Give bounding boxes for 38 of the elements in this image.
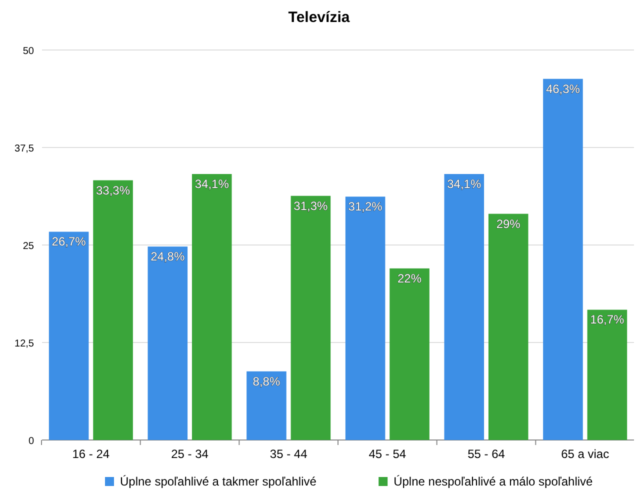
data-label: 31,2% — [348, 200, 383, 214]
data-label: 24,8% — [150, 250, 185, 264]
bar — [148, 246, 188, 440]
bar — [48, 232, 89, 440]
x-tick-label: 55 - 64 — [468, 447, 506, 461]
chart-title: Televízia — [288, 9, 350, 26]
x-tick-label: 16 - 24 — [72, 447, 110, 461]
y-tick-label: 12,5 — [14, 338, 34, 350]
y-tick-label: 0 — [28, 436, 34, 447]
data-label: 34,1% — [194, 177, 230, 192]
legend-label: Úplne spoľahlivé a takmer spoľahlivé — [120, 474, 317, 488]
bar — [246, 371, 286, 440]
bar — [488, 214, 528, 440]
y-tick-label: 50 — [22, 46, 34, 57]
legend-label: Úplne nespoľahlivé a málo spoľahlivé — [394, 474, 594, 488]
data-label: 8,8% — [252, 374, 280, 388]
bar — [587, 310, 628, 440]
data-label: 34,1% — [447, 177, 482, 192]
data-label: 22% — [398, 271, 422, 286]
bar — [345, 196, 386, 440]
bar — [93, 180, 133, 440]
bar — [444, 174, 484, 440]
data-label: 16,7% — [590, 312, 625, 327]
data-label: 31,3% — [294, 198, 328, 213]
bar — [192, 174, 232, 440]
bar — [543, 78, 583, 440]
x-tick-label: 45 - 54 — [368, 447, 406, 461]
data-label: 29% — [496, 216, 521, 231]
data-label: 33,3% — [96, 183, 130, 198]
x-tick-label: 25 - 34 — [171, 447, 209, 461]
data-label: 26,7% — [52, 234, 86, 249]
y-tick-label: 25 — [22, 241, 34, 252]
x-tick-label: 35 - 44 — [270, 447, 308, 461]
bar — [290, 196, 331, 440]
y-tick-label: 37,5 — [14, 144, 34, 154]
data-label: 46,3% — [546, 82, 580, 96]
bar — [390, 268, 430, 440]
x-tick-label: 65 a viac — [561, 447, 610, 461]
